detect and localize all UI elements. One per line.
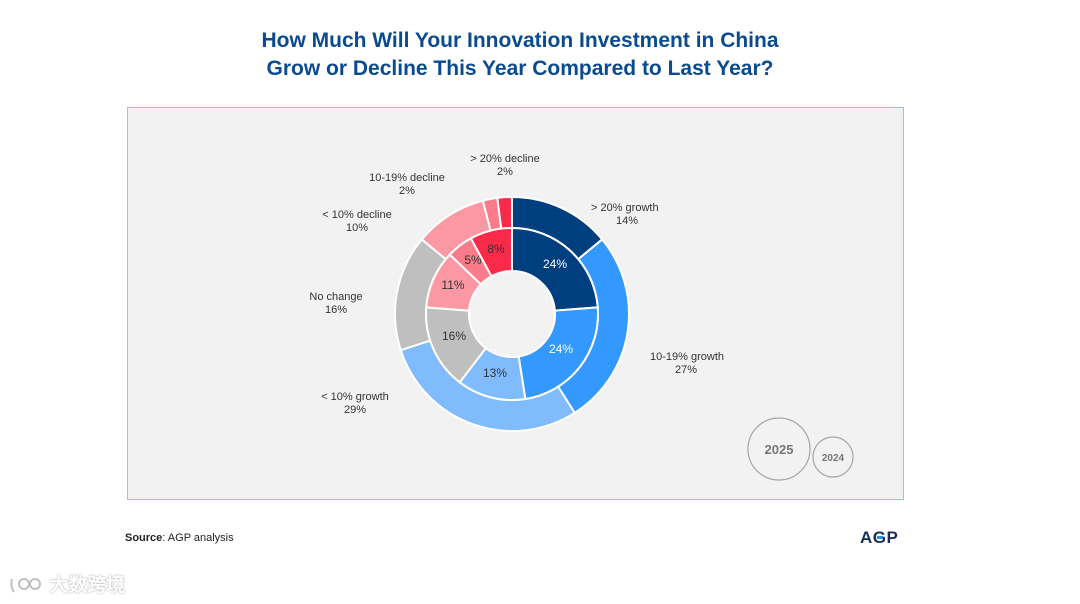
chart-panel: 24% 24% 13% 16% 11% 5% 8% > 20% growth 14% 10-19%… [127,107,904,500]
outer-value-label-no-change: 16% [325,304,347,316]
logo-letter-a: A [860,528,873,547]
inner-value-label-10-19-decline: 5% [464,253,482,267]
outer-value-label-10-19-decline: 2% [399,185,415,197]
outer-category-label-20-growth: > 20% growth [591,202,659,214]
outer-category-label-10-decline: < 10% decline [322,209,391,221]
watermark-icon [10,577,41,593]
legend-circle-2025 [747,417,811,481]
outer-value-label-20-decline: 2% [497,166,513,178]
outer-value-label-20-growth: 14% [616,215,638,227]
logo-letter-g: G [872,528,887,547]
source-label: Source [125,532,163,544]
legend-circle-2024 [812,436,854,478]
outer-category-label-10-19-growth: 10-19% growth [650,351,724,363]
inner-value-label-10-19-growth: 24% [549,342,573,356]
chart-title-line-1: How Much Will Your Innovation Investment… [261,29,779,52]
inner-value-label-10-decline: 11% [441,278,464,292]
source-note: Source: AGP analysis [125,532,234,544]
chart-title-line-2: Grow or Decline This Year Compared to La… [266,57,774,80]
inner-value-label-no-change: 16% [442,329,466,343]
outer-value-label-10-decline: 10% [346,222,368,234]
chart-title: How Much Will Your Innovation Investment… [0,27,1040,83]
inner-slice-20-growth [511,226,599,312]
inner-slice-20-decline [469,226,513,278]
inner-value-label-20-growth: 24% [543,257,567,271]
source-text: : AGP analysis [162,532,234,544]
agp-logo: AGP [860,528,898,548]
legend-label-2025: 2025 [765,442,794,457]
watermark: 大数跨境 [8,570,125,597]
outer-value-label-10-growth: 29% [344,404,366,416]
logo-letter-p: P [886,528,899,547]
outer-category-label-no-change: No change [309,291,362,303]
outer-category-label-20-decline: > 20% decline [470,153,539,165]
watermark-text: 大数跨境 [49,575,126,596]
inner-slice-10-19-growth [517,306,599,401]
outer-value-label-10-19-growth: 27% [675,364,697,376]
inner-value-label-20-decline: 8% [487,242,505,256]
legend-label-2024: 2024 [822,453,845,464]
outer-category-label-10-growth: < 10% growth [321,391,389,403]
inner-value-label-10-growth: 13% [483,366,507,380]
outer-category-label-10-19-decline: 10-19% decline [369,172,445,184]
